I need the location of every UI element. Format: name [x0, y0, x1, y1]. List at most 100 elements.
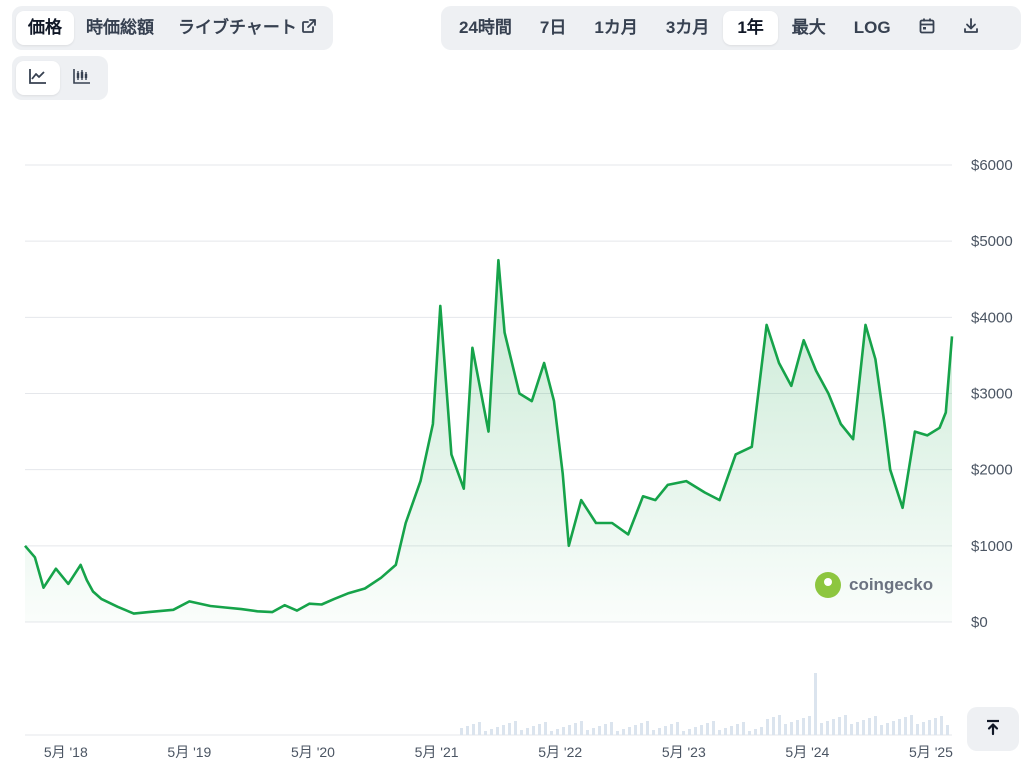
tab-price[interactable]: 価格 [16, 11, 74, 45]
volume-bar [886, 723, 889, 735]
volume-bar [598, 726, 601, 735]
volume-bar [916, 724, 919, 735]
volume-bar [532, 726, 535, 735]
tab-24h[interactable]: 24時間 [459, 18, 512, 37]
volume-bar [628, 727, 631, 735]
volume-bar [556, 729, 559, 735]
volume-bar [568, 725, 571, 735]
volume-bar [706, 723, 709, 735]
volume-bar [838, 717, 841, 735]
tab-1y[interactable]: 1年 [723, 11, 778, 45]
volume-bar [526, 728, 529, 735]
volume-bar [928, 720, 931, 735]
line-chart-button[interactable] [16, 61, 60, 95]
volume-bar [700, 725, 703, 735]
tab-live-chart[interactable]: ライブチャート [166, 11, 329, 45]
volume-bar [520, 730, 523, 735]
calendar-icon [918, 17, 936, 40]
tab-max[interactable]: 最大 [791, 18, 826, 37]
volume-bar [652, 730, 655, 735]
volume-bar [640, 723, 643, 735]
volume-bar [724, 728, 727, 735]
download-button[interactable] [949, 11, 993, 45]
volume-bar [754, 729, 757, 735]
volume-bar [580, 721, 583, 735]
volume-bar [856, 722, 859, 735]
y-tick-label: $1000 [971, 538, 1013, 555]
volume-bar [934, 718, 937, 735]
volume-bar [460, 728, 463, 735]
volume-bar [940, 716, 943, 735]
volume-bar [790, 722, 793, 735]
x-tick-label: 5月 '20 [291, 744, 335, 760]
volume-bar [946, 725, 949, 735]
volume-bar [538, 724, 541, 735]
volume-bar [646, 721, 649, 735]
candlestick-chart-button[interactable] [60, 61, 104, 95]
price-line [24, 258, 954, 615]
volume-bar [484, 731, 487, 735]
volume-bar [670, 724, 673, 735]
download-icon [962, 17, 980, 40]
time-range-tabs: 24時間 7日 1カ月 3カ月 1年 最大 LOG [441, 6, 1021, 50]
volume-bar [892, 721, 895, 735]
volume-bar [676, 722, 679, 735]
volume-bar [874, 716, 877, 735]
scroll-to-top-button[interactable] [967, 707, 1019, 751]
volume-bar [796, 720, 799, 735]
volume-bar [736, 724, 739, 735]
x-tick-label: 5月 '22 [538, 744, 582, 760]
x-axis: 5月 '18 5月 '19 5月 '20 5月 '21 5月 '22 5月 '23 5月 '… [44, 744, 953, 760]
volume-bars [460, 673, 949, 735]
candlestick-chart-icon [72, 67, 92, 90]
volume-bar [814, 673, 817, 735]
volume-bar [808, 716, 811, 735]
volume-bar [592, 728, 595, 735]
x-tick-label: 5月 '21 [415, 744, 459, 760]
arrow-up-to-top-icon [984, 718, 1002, 741]
volume-bar [898, 719, 901, 735]
volume-bar [868, 718, 871, 735]
x-tick-label: 5月 '23 [662, 744, 706, 760]
tab-1m[interactable]: 1カ月 [594, 18, 638, 37]
price-area [25, 260, 952, 622]
volume-bar [880, 725, 883, 735]
tab-log[interactable]: LOG [853, 18, 891, 37]
volume-bar [694, 727, 697, 735]
volume-bar [550, 731, 553, 735]
volume-bar [820, 723, 823, 735]
volume-bar [718, 730, 721, 735]
volume-bar [610, 722, 613, 735]
volume-bar [682, 731, 685, 735]
volume-bar [688, 729, 691, 735]
coingecko-watermark: coingecko [815, 572, 933, 598]
volume-bar [586, 730, 589, 735]
volume-bar [802, 718, 805, 735]
external-link-icon [301, 12, 317, 46]
calendar-button[interactable] [905, 11, 949, 45]
volume-bar [904, 717, 907, 735]
chart-type-toggle [12, 56, 108, 100]
volume-bar [604, 724, 607, 735]
volume-bar [922, 722, 925, 735]
volume-bar [766, 719, 769, 735]
tab-3m[interactable]: 3カ月 [665, 18, 710, 37]
volume-bar [508, 723, 511, 735]
volume-bar [844, 715, 847, 735]
volume-bar [574, 723, 577, 735]
y-tick-label: $5000 [971, 233, 1013, 250]
volume-bar [658, 728, 661, 735]
volume-bar [748, 731, 751, 735]
volume-bar [472, 724, 475, 735]
tab-market-cap[interactable]: 時価総額 [86, 18, 154, 37]
volume-bar [634, 725, 637, 735]
metric-tabs: 価格 時価総額 ライブチャート [12, 6, 333, 50]
volume-bar [490, 729, 493, 735]
x-tick-label: 5月 '25 [909, 744, 953, 760]
y-tick-label: $6000 [971, 157, 1013, 174]
y-tick-label: $2000 [971, 462, 1013, 479]
volume-bar [496, 727, 499, 735]
tab-7d[interactable]: 7日 [539, 18, 567, 37]
volume-bar [616, 731, 619, 735]
